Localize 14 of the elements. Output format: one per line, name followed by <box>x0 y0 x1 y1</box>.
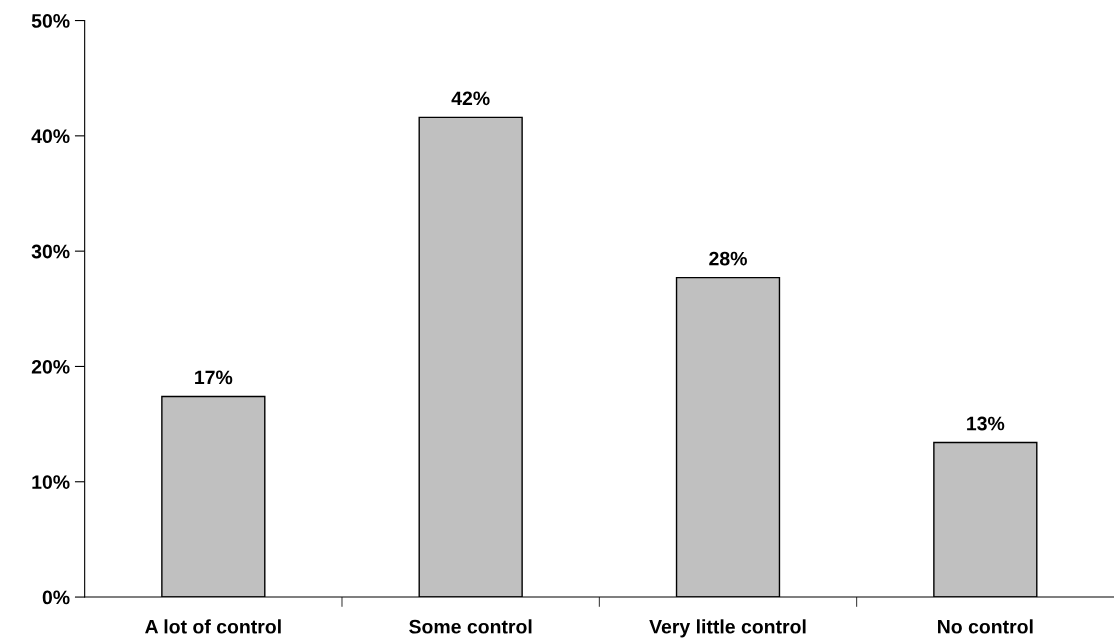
y-tick-label: 30% <box>31 244 70 259</box>
data-label: 13% <box>967 416 1005 431</box>
x-tick-label: Some control <box>409 619 532 634</box>
x-tick-label: A lot of control <box>145 619 281 634</box>
y-tick-label: 10% <box>32 475 70 489</box>
data-label: 42% <box>451 91 490 106</box>
y-tick-label: 50% <box>31 14 70 28</box>
y-tick-label: 20% <box>31 359 70 374</box>
y-tick-label: 40% <box>31 129 70 144</box>
data-label: 17% <box>195 370 233 385</box>
data-label: 28% <box>709 251 747 266</box>
x-tick-label: Very little control <box>649 619 806 638</box>
y-tick-label: 0% <box>42 590 70 605</box>
x-tick-label: No control <box>938 619 1033 634</box>
